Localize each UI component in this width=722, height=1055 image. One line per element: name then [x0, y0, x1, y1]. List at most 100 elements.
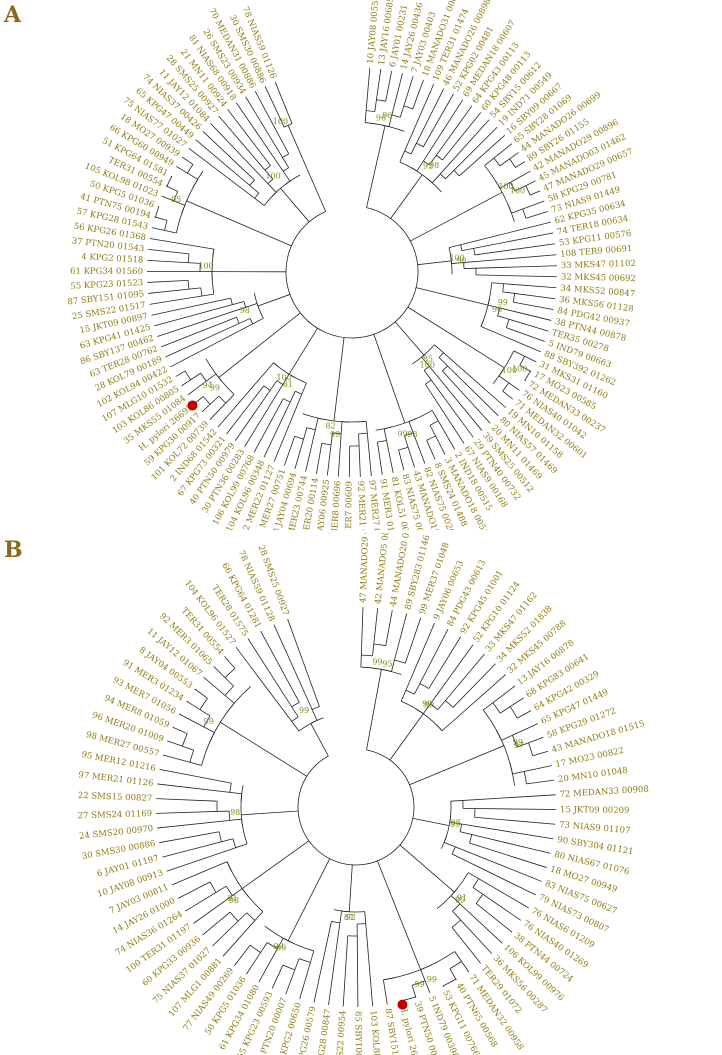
tree-branch-arc [202, 396, 211, 405]
tree-branch [519, 364, 532, 372]
tree-branch [305, 418, 319, 472]
tree-branch [462, 807, 556, 810]
tree-branch [428, 105, 473, 166]
tree-branch [491, 282, 557, 289]
tree-branch-arc [376, 99, 386, 102]
tree-branch-arc [411, 980, 426, 986]
tree-branch [442, 370, 491, 424]
tree-branch [287, 618, 320, 707]
bootstrap-value: 82 [325, 422, 335, 431]
tree-branch-arc [263, 385, 271, 391]
bootstrap-value: 92 [423, 162, 433, 171]
tree-branch-arc [291, 702, 300, 708]
tree-branch [474, 243, 556, 256]
tree-branch [422, 644, 474, 714]
tree-branch [176, 166, 198, 180]
tree-branch-arc [394, 659, 406, 664]
clade-stem [218, 312, 301, 378]
tree-branch [383, 428, 394, 473]
tree-branch-arc [398, 446, 409, 451]
tree-branch-arc [460, 244, 463, 251]
tree-branch-arc [187, 280, 190, 290]
tree-branch-arc [509, 158, 516, 168]
tree-branch [236, 102, 291, 182]
tree-branch-arc [230, 298, 233, 305]
tree-branch-arc [493, 157, 501, 167]
tree-branch [511, 200, 545, 214]
clade-arc [253, 292, 264, 319]
tip-label: 94 MER7 00609 [344, 481, 355, 530]
tree-branch [194, 688, 208, 699]
tree-branch [247, 638, 299, 718]
tree-branch [187, 373, 217, 396]
clade-stem [287, 125, 327, 212]
tree-branch-arc [311, 706, 320, 710]
tree-branch-arc [430, 703, 438, 711]
tree-branch [475, 903, 513, 933]
tree-branch-arc [445, 700, 454, 708]
tree-branch-arc [155, 206, 160, 218]
tree-branch [244, 374, 290, 447]
bootstrap-value: 94 [203, 381, 213, 390]
tree-branch-arc [519, 355, 525, 366]
tree-branch [364, 911, 374, 1007]
tree-branch-arc [423, 160, 430, 166]
tree-branch-arc [218, 831, 222, 842]
tree-branch-arc [451, 846, 456, 855]
tree-branch [438, 357, 499, 416]
clade-arc [484, 165, 515, 222]
tree-branch [157, 783, 242, 795]
tree-branch [451, 853, 536, 896]
tree-branch [147, 279, 189, 283]
tree-branch [148, 248, 190, 255]
tree-branch-arc [218, 395, 227, 404]
tip-label: 4 KPG2 01518 [81, 252, 144, 266]
tree-branch [358, 433, 361, 477]
tree-branch-arc [403, 105, 413, 110]
tree-branch-arc [524, 370, 531, 381]
tree-branch [420, 969, 431, 994]
tree-branch-arc [469, 834, 473, 844]
bootstrap-value: 99 [397, 429, 407, 438]
tree-branch [513, 350, 537, 363]
clade-stem [410, 191, 503, 242]
tree-branch [374, 68, 382, 112]
tip-label: 24 SMS20 00970 [79, 824, 154, 842]
tree-branch [273, 382, 307, 462]
bootstrap-value: 81 [283, 380, 293, 389]
bootstrap-value: 97 [451, 818, 461, 827]
tree-branch-arc [492, 702, 501, 714]
tree-branch [483, 685, 516, 711]
tree-branch [156, 798, 218, 802]
tree-branch [162, 838, 234, 858]
tree-branch-arc [510, 182, 516, 192]
tree-branch [253, 398, 284, 453]
tip-label: 72 MEDAN33 00908 [559, 785, 649, 800]
tree-branch-arc [358, 432, 368, 435]
tree-branch [294, 427, 308, 470]
bootstrap-value: 99 [513, 738, 523, 747]
tree-branch [452, 910, 493, 955]
tree-branch [428, 636, 462, 689]
tree-branch-arc [528, 742, 534, 756]
tree-branch [273, 624, 318, 721]
tree-branch-arc [452, 903, 461, 912]
tree-branch [515, 161, 525, 168]
tree-branch [413, 629, 449, 695]
tree-branch [480, 326, 541, 353]
tree-branch [463, 265, 557, 269]
bootstrap-value: 98 [229, 896, 239, 905]
tree-branch [472, 887, 522, 921]
tree-branch [499, 170, 531, 189]
tree-branch [400, 622, 435, 702]
tree-branch [385, 70, 393, 102]
tree-branch-arc [166, 176, 173, 187]
clade-stem [373, 334, 406, 424]
bootstrap-value: 99 [450, 820, 460, 829]
tree-branch-arc [298, 958, 311, 963]
tree-branch-arc [522, 208, 527, 219]
tree-branch [524, 380, 526, 382]
bootstrap-value: 87 [344, 913, 354, 922]
clade-arc [482, 709, 515, 786]
bootstrap-value: 99 [372, 658, 382, 667]
